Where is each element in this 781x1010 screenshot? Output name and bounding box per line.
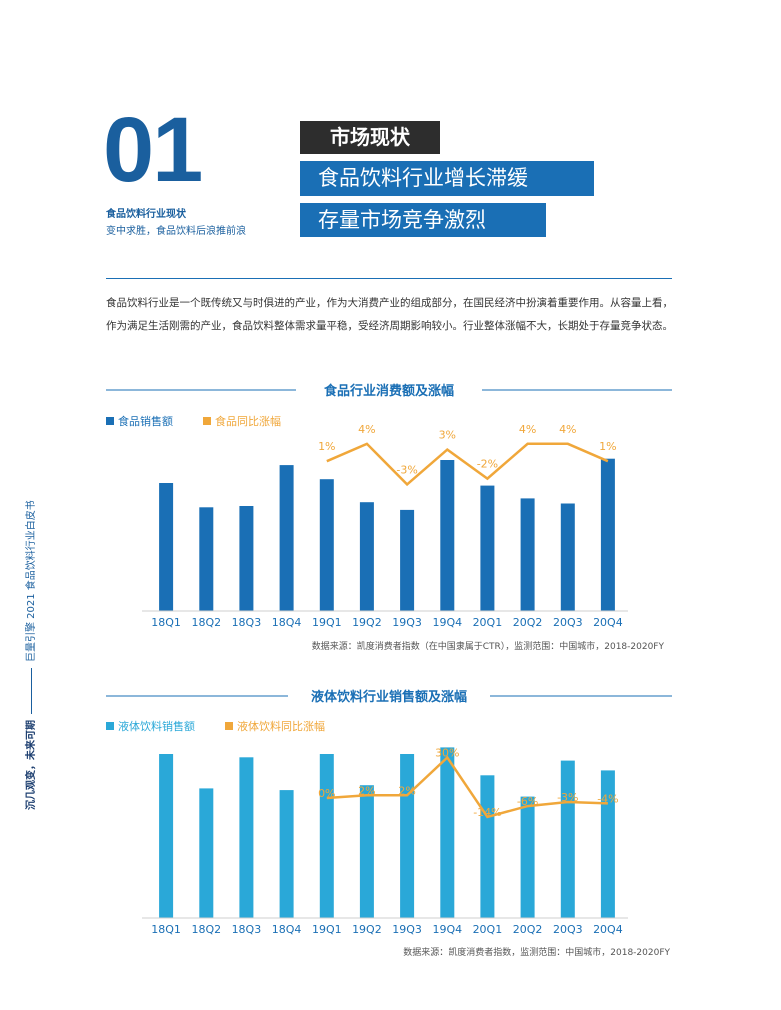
legend-swatch-sales <box>106 417 114 425</box>
growth-label: -2% <box>477 458 498 471</box>
bar-group <box>159 747 615 918</box>
section-subtitle: 变中求胜，食品饮料后浪推前浪 <box>106 226 246 237</box>
side-caption-dash <box>30 668 32 714</box>
bar-19q4 <box>440 460 455 611</box>
x-tick-label: 18Q4 <box>272 923 302 936</box>
legend-swatch-sales <box>106 722 114 730</box>
growth-label: 2% <box>398 784 415 797</box>
growth-line <box>326 755 608 819</box>
food-chart: 食品行业消费额及涨幅 食品销售额 食品同比涨幅 1% 4% -3% 3% -2% 4% 4%… <box>106 383 672 652</box>
x-tick-label: 20Q1 <box>473 616 503 629</box>
growth-line <box>326 442 609 487</box>
x-tick-label: 19Q3 <box>392 923 422 936</box>
highlight-market-status: 市场现状 <box>300 121 440 154</box>
bar-18q3 <box>239 757 254 918</box>
bar-20q1 <box>480 775 495 918</box>
bar-20q2 <box>520 498 535 611</box>
bar-18q1 <box>159 754 174 918</box>
side-caption: 沉几观变，未来可期 巨量引擎 2021 食品饮料行业白皮书 <box>22 500 37 810</box>
bar-18q2 <box>199 507 214 611</box>
growth-label: 0% <box>318 787 335 800</box>
growth-label: -4% <box>597 792 618 805</box>
bar-19q4 <box>440 747 455 918</box>
section-number: 01 <box>103 99 203 201</box>
bar-19q3 <box>400 509 415 611</box>
side-caption-text: 巨量引擎 2021 食品饮料行业白皮书 <box>26 500 37 662</box>
growth-label: -14% <box>473 806 501 819</box>
growth-label: 4% <box>358 423 375 436</box>
chart-source: 数据来源：凯度消费者指数，监测范围：中国城市，2018-2020FY <box>403 946 670 958</box>
highlight-competition: 存量市场竞争激烈 <box>300 203 546 237</box>
x-tick-group: 18Q1 18Q2 18Q3 18Q4 19Q1 19Q2 19Q3 19Q4 20Q1 20Q2… <box>151 923 622 936</box>
bar-18q1 <box>159 483 174 611</box>
x-tick-label: 20Q2 <box>513 923 543 936</box>
x-tick-label: 20Q3 <box>553 616 583 629</box>
legend-label-growth: 食品同比涨幅 <box>215 414 281 428</box>
bar-20q3 <box>560 503 575 611</box>
bar-19q1 <box>319 754 334 918</box>
legend-label-sales: 液体饮料销售额 <box>118 719 195 733</box>
growth-label: 4% <box>559 423 576 436</box>
growth-label-group: 1% 4% -3% 3% -2% 4% 4% 1% <box>318 423 617 477</box>
divider <box>106 278 672 279</box>
bar-19q2 <box>359 785 374 918</box>
bar-20q1 <box>480 485 495 611</box>
growth-label: -3% <box>396 463 417 476</box>
x-tick-label: 20Q3 <box>553 923 583 936</box>
x-tick-label: 20Q4 <box>593 616 623 629</box>
x-tick-label: 20Q1 <box>473 923 503 936</box>
bar-20q2 <box>520 796 535 918</box>
bar-group <box>159 458 615 611</box>
growth-label: 1% <box>599 440 616 453</box>
bar-20q4 <box>600 770 615 918</box>
growth-label-group: 0% 2% 2% 30% -14% -6% -3% -4% <box>318 747 619 819</box>
growth-label: 4% <box>519 423 536 436</box>
x-tick-label: 20Q2 <box>513 616 543 629</box>
section-title: 食品饮料行业现状 <box>106 209 186 220</box>
legend-label-growth: 液体饮料同比涨幅 <box>237 719 325 733</box>
x-tick-label: 19Q3 <box>392 616 422 629</box>
growth-label: 30% <box>435 747 459 760</box>
bar-18q4 <box>279 465 294 611</box>
bar-18q3 <box>239 506 254 611</box>
x-tick-label: 20Q4 <box>593 923 623 936</box>
x-tick-label: 19Q1 <box>312 616 342 629</box>
growth-label: -3% <box>557 791 578 804</box>
bar-20q4 <box>600 458 615 611</box>
x-tick-label: 19Q4 <box>432 923 462 936</box>
bar-18q2 <box>199 788 214 918</box>
x-tick-label: 18Q1 <box>151 923 181 936</box>
legend-swatch-growth <box>203 417 211 425</box>
chart-source: 数据来源：凯度消费者指数（在中国隶属于CTR），监测范围：中国城市，2018-2… <box>312 640 665 652</box>
chart-title: 食品行业消费额及涨幅 <box>324 383 454 399</box>
bar-19q1 <box>319 479 334 611</box>
highlight-growth: 食品饮料行业增长滞缓 <box>300 161 594 196</box>
intro-paragraph: 食品饮料行业是一个既传统又与时俱进的产业，作为大消费产业的组成部分，在国民经济中… <box>106 297 673 332</box>
x-tick-label: 18Q3 <box>232 616 262 629</box>
x-tick-group: 18Q1 18Q2 18Q3 18Q4 19Q1 19Q2 19Q3 19Q4 20Q1 20Q2… <box>151 616 622 629</box>
x-tick-label: 19Q4 <box>432 616 462 629</box>
bar-18q4 <box>279 790 294 918</box>
x-tick-label: 18Q2 <box>191 923 221 936</box>
x-tick-label: 19Q1 <box>312 923 342 936</box>
x-tick-label: 18Q2 <box>191 616 221 629</box>
growth-label: 2% <box>358 784 375 797</box>
x-tick-label: 18Q3 <box>232 923 262 936</box>
legend-swatch-growth <box>225 722 233 730</box>
drink-chart: 液体饮料行业销售额及涨幅 液体饮料销售额 液体饮料同比涨幅 0% 2% 2% 30% -… <box>106 689 672 958</box>
bar-20q3 <box>560 760 575 918</box>
x-tick-label: 18Q1 <box>151 616 181 629</box>
x-tick-label: 19Q2 <box>352 923 382 936</box>
side-caption-bold: 沉几观变，未来可期 <box>26 720 37 810</box>
bar-19q2 <box>359 502 374 611</box>
chart-title: 液体饮料行业销售额及涨幅 <box>311 689 467 705</box>
x-tick-label: 18Q4 <box>272 616 302 629</box>
growth-label: -6% <box>517 795 538 808</box>
growth-label: 1% <box>318 440 335 453</box>
bar-19q3 <box>400 754 415 918</box>
legend-label-sales: 食品销售额 <box>118 414 173 428</box>
growth-label: 3% <box>439 429 456 442</box>
x-tick-label: 19Q2 <box>352 616 382 629</box>
